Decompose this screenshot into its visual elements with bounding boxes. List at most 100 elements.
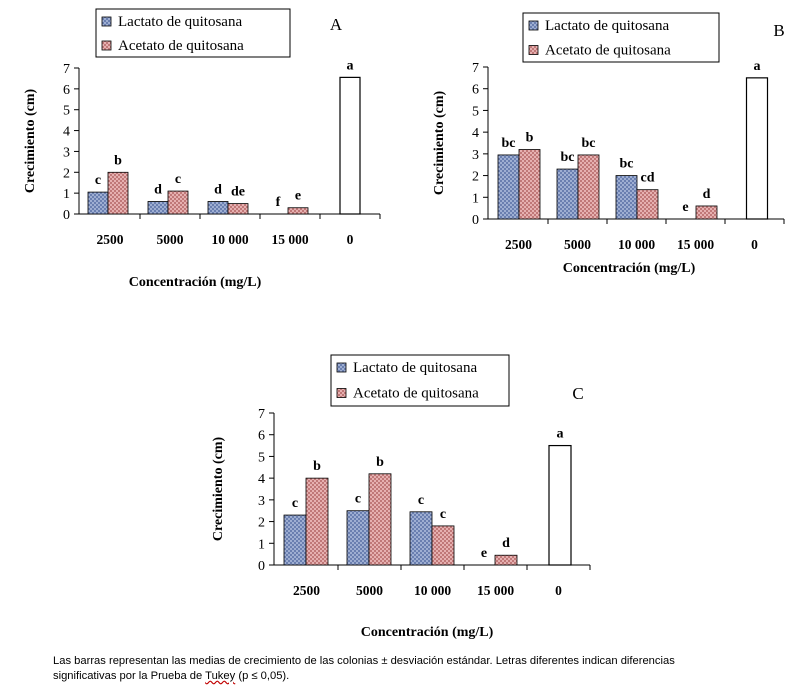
x-tick-label: 5000 (564, 237, 591, 252)
y-tick-label: 1 (472, 191, 479, 206)
legend-swatch (336, 362, 347, 373)
y-tick-label: 1 (258, 537, 265, 552)
x-tick-label: 15 000 (677, 237, 714, 252)
x-tick-label: 10 000 (414, 583, 451, 598)
panel-letter: B (773, 21, 784, 40)
x-axis-title: Concentración (mg/L) (361, 625, 494, 640)
data-label: f (276, 195, 281, 210)
y-tick-label: 5 (258, 450, 265, 465)
x-tick-label: 10 000 (618, 237, 655, 252)
data-label: d (214, 182, 222, 197)
legend-swatch (528, 20, 539, 31)
bar (431, 525, 455, 566)
figure-caption: Las barras representan las medias de cre… (53, 654, 793, 684)
caption-line-1: Las barras representan las medias de cre… (53, 655, 675, 667)
y-tick-label: 3 (63, 145, 70, 160)
x-tick-label: 0 (347, 232, 354, 247)
bar (87, 191, 109, 215)
bar (494, 554, 518, 566)
bar (636, 189, 659, 220)
legend-swatch (528, 45, 539, 55)
bar (283, 514, 307, 566)
x-tick-label: 5000 (356, 583, 383, 598)
legend-swatch (101, 40, 112, 51)
legend-label: Lactato de quitosana (353, 360, 477, 376)
bar (167, 190, 189, 215)
bar (147, 201, 169, 215)
x-tick-label: 0 (555, 583, 562, 598)
legend-label: Acetato de quitosana (353, 386, 479, 402)
data-label: bc (620, 157, 634, 172)
data-label: bc (502, 136, 516, 151)
data-label: c (418, 493, 424, 508)
y-tick-label: 2 (472, 170, 479, 185)
data-label: c (440, 507, 446, 522)
legend: Lactato de quitosana Acetato de quitosana (330, 354, 510, 407)
panel-letter: C (572, 384, 583, 403)
data-label: d (703, 187, 711, 202)
y-tick-label: 4 (472, 126, 479, 141)
x-tick-label: 0 (751, 237, 758, 252)
legend: Lactato de quitosana Acetato de quitosana (95, 8, 291, 58)
y-tick-label: 0 (258, 559, 265, 574)
bar (497, 154, 520, 220)
data-label: b (376, 455, 384, 470)
y-tick-label: 4 (258, 472, 265, 487)
data-label: de (231, 185, 245, 200)
x-tick-label: 15 000 (477, 583, 514, 598)
y-tick-label: 2 (258, 516, 265, 531)
bar (305, 477, 329, 566)
bar (615, 175, 638, 220)
data-label: bc (561, 150, 575, 165)
legend-label: Lactato de quitosana (545, 18, 669, 34)
data-label: e (682, 200, 688, 215)
bar (518, 149, 541, 220)
y-axis-title: Crecimiento (cm) (432, 91, 447, 196)
bar (287, 207, 309, 215)
x-tick-label: 15 000 (271, 232, 308, 247)
data-label: d (502, 536, 510, 551)
caption-line-2: significativas por la Prueba de (53, 670, 206, 682)
bar (207, 201, 229, 215)
data-label: bc (582, 136, 596, 151)
bar (548, 444, 572, 566)
x-tick-label: 5000 (157, 232, 184, 247)
legend-label: Acetato de quitosana (118, 38, 244, 54)
bar (409, 511, 433, 566)
x-axis-title: Concentración (mg/L) (129, 275, 262, 290)
legend-box (330, 354, 510, 407)
y-axis-title: Crecimiento (cm) (211, 437, 226, 542)
bar (346, 510, 370, 566)
y-tick-label: 7 (63, 62, 70, 77)
data-label: d (154, 182, 162, 197)
legend-label: Lactato de quitosana (118, 14, 242, 30)
data-label: a (754, 59, 761, 74)
y-tick-label: 0 (472, 213, 479, 228)
data-label: b (114, 153, 122, 168)
x-axis-title: Concentración (mg/L) (563, 261, 696, 276)
bar (368, 473, 392, 566)
y-tick-label: 6 (258, 429, 265, 444)
x-tick-label: 2500 (97, 232, 124, 247)
bar (577, 154, 600, 220)
bar (745, 77, 769, 220)
y-tick-label: 3 (258, 494, 265, 509)
y-tick-label: 5 (472, 104, 479, 119)
data-label: e (481, 546, 487, 561)
data-label: c (95, 173, 101, 188)
data-label: c (292, 496, 298, 511)
y-tick-label: 2 (63, 166, 70, 181)
data-label: b (526, 131, 534, 146)
bar (107, 171, 129, 215)
y-tick-label: 4 (63, 125, 70, 140)
data-label: cd (641, 171, 655, 186)
legend-box (95, 8, 291, 58)
y-tick-label: 7 (258, 407, 265, 422)
y-tick-label: 1 (63, 187, 70, 202)
caption-line-2-end: (p ≤ 0,05). (235, 670, 290, 682)
bar (339, 76, 361, 215)
legend-swatch (101, 16, 112, 27)
panel-letter: A (330, 15, 343, 34)
